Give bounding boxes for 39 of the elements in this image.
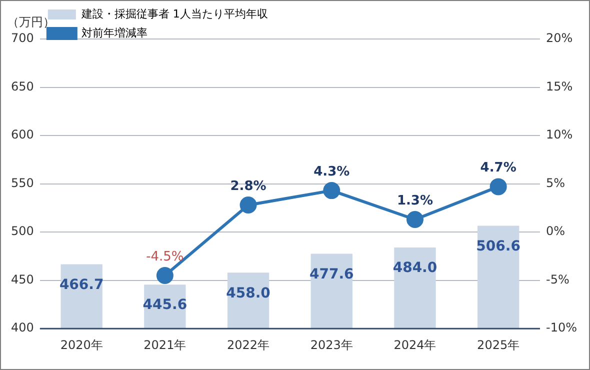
y2-tick-label: 10% [546,128,573,142]
legend-label: 建設・採掘従事者 1人当たり平均年収 [80,7,268,20]
y-tick-label: 450 [11,272,34,286]
data-label: 2.8% [230,178,266,194]
x-tick-label: 2021年 [144,338,186,352]
point [156,267,174,284]
y2-tick-label: 0% [546,224,566,238]
data-label: 4.3% [314,164,350,180]
y2-tick-label: 15% [546,79,573,94]
legend-label: 対前年増減率 [81,26,148,40]
y-tick-label: 400 [11,320,34,335]
y-tick-label: 600 [11,128,34,142]
data-label: 466.7 [59,276,104,293]
y2-tick-label: 20% [546,31,573,46]
y2-tick-label: -10% [546,320,578,335]
x-tick-label: 2020年 [60,338,103,352]
point [323,182,340,200]
y-tick-label: 700 [11,31,34,46]
y-axis-title: （万円） [7,15,55,30]
x-tick-label: 2024年 [394,338,436,352]
x-tick-label: 2023年 [310,338,353,352]
data-label: 1.3% [396,193,434,208]
point [406,211,424,228]
data-label: 4.7% [480,160,516,176]
y-tick-label: 650 [11,79,34,94]
data-label: -4.5% [146,249,184,264]
data-label: 506.6 [476,238,520,254]
point [240,196,257,214]
data-label: 458.0 [226,285,271,302]
y2-tick-label: -5% [546,272,570,286]
y2-tick-label: 5% [546,176,566,190]
data-label: 477.6 [309,266,354,282]
x-tick-label: 2022年 [227,338,270,352]
point [490,178,507,196]
data-label: 445.6 [142,297,188,314]
y-tick-label: 550 [11,176,34,190]
y-tick-label: 500 [11,224,34,238]
data-label: 484.0 [392,260,438,276]
x-tick-label: 2025年 [477,338,520,352]
